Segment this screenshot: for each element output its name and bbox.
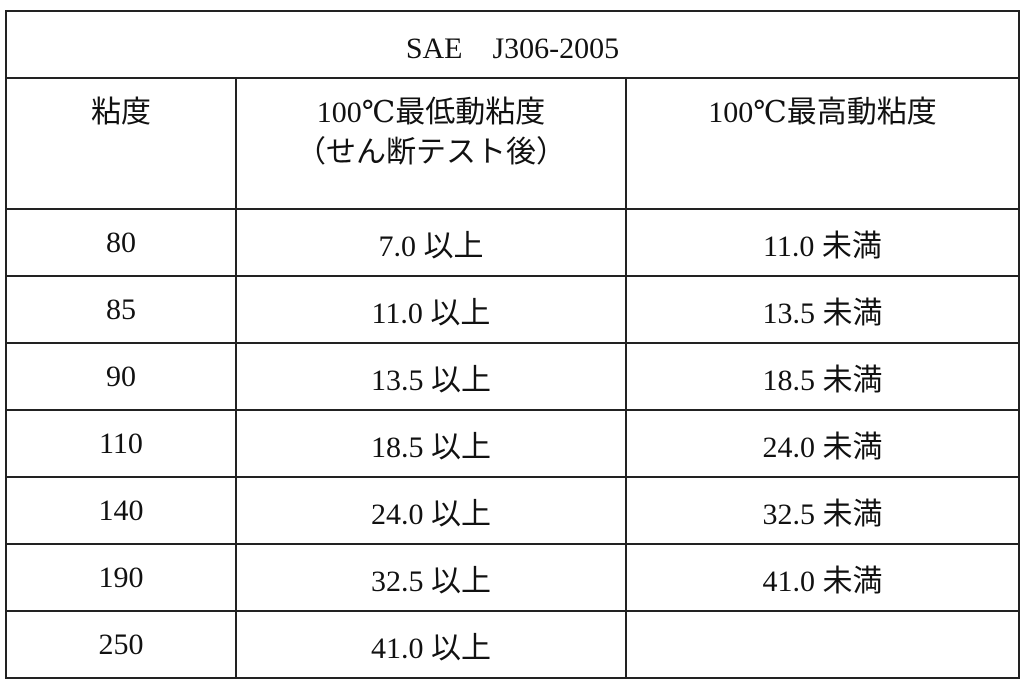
data-cell: 190 [5, 543, 237, 612]
header-cell: 100℃最高動粘度 [625, 77, 1020, 210]
header-text: 100℃最低動粘度 [316, 96, 546, 129]
data-cell: 18.5 未満 [625, 342, 1020, 411]
header-text: 粘度 [91, 96, 151, 129]
data-cell [625, 610, 1020, 679]
header-row: 粘度 100℃最低動粘度 （せん断テスト後） 100℃最高動粘度 [5, 77, 1020, 210]
data-cell: 7.0 以上 [235, 208, 627, 277]
data-cell: 32.5 以上 [235, 543, 627, 612]
data-cell: 18.5 以上 [235, 409, 627, 478]
data-cell: 11.0 未満 [625, 208, 1020, 277]
header-cell: 100℃最低動粘度 （せん断テスト後） [235, 77, 627, 210]
data-cell: 140 [5, 476, 237, 545]
header-note: （せん断テスト後） [296, 136, 566, 169]
data-row: 190 32.5 以上 41.0 未満 [5, 543, 1020, 612]
title-row: SAE J306-2005 [5, 10, 1020, 79]
data-row: 140 24.0 以上 32.5 未満 [5, 476, 1020, 545]
data-row: 90 13.5 以上 18.5 未満 [5, 342, 1020, 411]
data-cell: 85 [5, 275, 237, 344]
data-row: 110 18.5 以上 24.0 未満 [5, 409, 1020, 478]
spec-table: SAE J306-2005 粘度 100℃最低動粘度 （せん断テスト後） 100… [5, 10, 1020, 679]
data-row: 80 7.0 以上 11.0 未満 [5, 208, 1020, 277]
data-cell: 90 [5, 342, 237, 411]
header-cell: 粘度 [5, 77, 237, 210]
data-cell: 110 [5, 409, 237, 478]
data-row: 250 41.0 以上 [5, 610, 1020, 679]
data-cell: 32.5 未満 [625, 476, 1020, 545]
data-cell: 13.5 以上 [235, 342, 627, 411]
data-cell: 41.0 以上 [235, 610, 627, 679]
data-cell: 250 [5, 610, 237, 679]
header-text: 100℃最高動粘度 [708, 96, 937, 129]
table-body: SAE J306-2005 粘度 100℃最低動粘度 （せん断テスト後） 100… [5, 10, 1020, 679]
table-title: SAE J306-2005 [5, 10, 1020, 79]
data-cell: 24.0 未満 [625, 409, 1020, 478]
data-cell: 13.5 未満 [625, 275, 1020, 344]
data-cell: 11.0 以上 [235, 275, 627, 344]
data-cell: 41.0 未満 [625, 543, 1020, 612]
data-row: 85 11.0 以上 13.5 未満 [5, 275, 1020, 344]
data-cell: 24.0 以上 [235, 476, 627, 545]
data-cell: 80 [5, 208, 237, 277]
